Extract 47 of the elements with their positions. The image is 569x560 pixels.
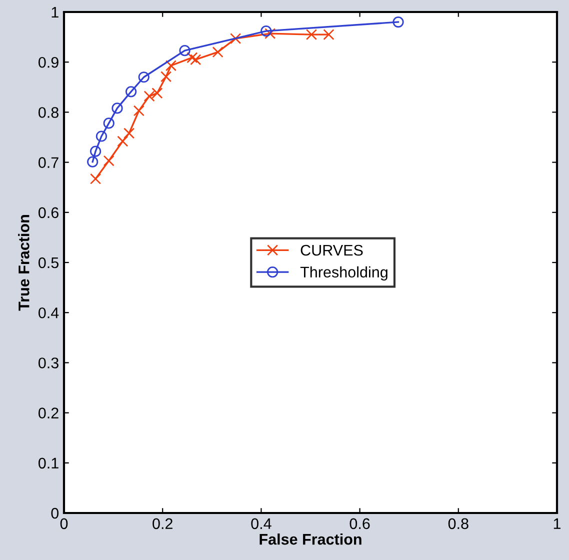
point [87,156,98,168]
point [125,86,137,98]
x-tick-label: 1 [554,518,561,529]
y-tick-label: 0.8 [38,107,58,118]
point [112,102,123,114]
y-tick-label: 0.6 [38,207,58,218]
point [96,130,108,142]
x-tick-label: 0.2 [152,518,172,530]
y-tick-label: 0.2 [38,408,58,418]
point [264,28,276,40]
point [90,146,102,157]
point [144,90,155,102]
y-axis-title: True Fraction [18,215,30,311]
x-axis-title: False Fraction [260,533,362,545]
y-tick-label: 0.9 [38,56,58,68]
point [133,105,144,116]
point [186,52,198,64]
point [152,88,163,99]
point [103,155,114,166]
point [260,25,272,37]
x-tick-label: 0.4 [251,518,272,530]
y-tick-label: 0.4 [38,307,59,318]
point [212,46,224,58]
point [90,173,102,184]
point [230,32,242,44]
point [165,60,177,72]
legend-label: Thresholding [300,266,388,281]
x-tick-label: 0 [60,518,68,530]
point [392,16,404,28]
point [124,128,135,139]
y-tick-label: 0.7 [38,157,58,168]
legend-label: CURVES [300,244,363,256]
y-tick-label: 0 [51,508,59,519]
y-tick-label: 0.5 [38,257,58,268]
point [117,136,128,147]
y-tick-label: 1 [52,7,58,18]
point [323,28,334,40]
point [190,54,202,66]
x-tick-label: 0.6 [350,518,370,530]
y-tick-label: 0.3 [38,358,58,368]
point [160,71,172,82]
y-tick-label: 0.1 [38,458,58,469]
point [138,72,150,83]
point [306,28,318,40]
point [103,118,114,129]
point [179,45,190,56]
x-tick-label: 0.8 [448,518,468,530]
